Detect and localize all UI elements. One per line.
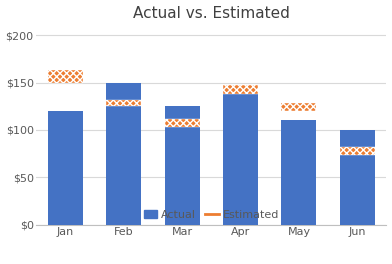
Bar — [165, 119, 200, 127]
Legend: Actual, Estimated: Actual, Estimated — [140, 206, 283, 223]
Bar — [48, 111, 83, 225]
Bar — [165, 106, 200, 225]
Bar — [223, 94, 258, 225]
Bar — [223, 84, 258, 94]
Bar — [48, 70, 83, 83]
Bar — [281, 103, 316, 111]
Bar — [340, 147, 375, 155]
Bar — [281, 120, 316, 225]
Bar — [107, 83, 142, 225]
Title: Actual vs. Estimated: Actual vs. Estimated — [133, 6, 290, 21]
Bar — [340, 130, 375, 225]
Bar — [107, 100, 142, 106]
